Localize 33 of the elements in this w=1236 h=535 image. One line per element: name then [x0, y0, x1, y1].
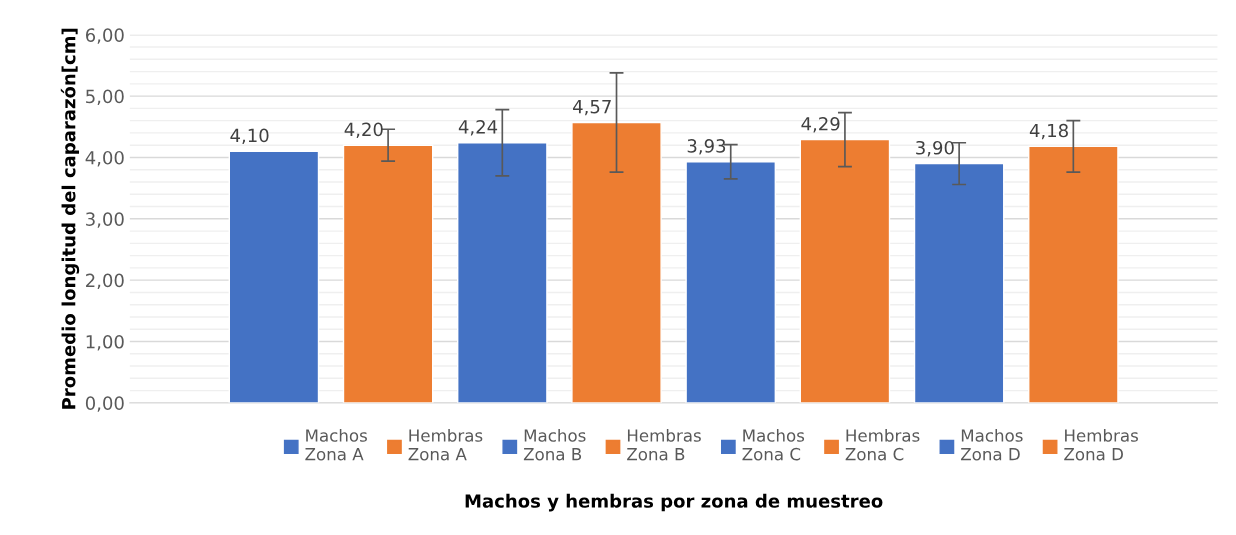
data-label: 4,18 [1029, 123, 1068, 140]
x-axis-title: Machos y hembras por zona de muestreo [465, 493, 883, 512]
data-label: 4,20 [344, 122, 383, 138]
legend-label: Machos Zona A [305, 428, 367, 461]
y-tick-label: 4,00 [85, 150, 124, 167]
legend-label: Hembras Zona B [627, 428, 701, 461]
bar [685, 161, 777, 403]
legend-label: Machos Zona B [523, 428, 586, 461]
y-tick-label: 1,00 [86, 334, 124, 351]
bar [342, 144, 434, 403]
y-tick-label: 6,00 [85, 28, 124, 44]
data-label: 4,29 [801, 116, 840, 133]
bar [228, 150, 320, 403]
data-label: 4,24 [458, 120, 498, 136]
data-label: 4,57 [573, 100, 611, 116]
y-tick-label: 3,00 [86, 212, 124, 228]
bar [799, 138, 891, 403]
data-label: 3,93 [687, 139, 726, 155]
legend-label: Hembras Zona A [408, 428, 483, 461]
bar [571, 121, 662, 403]
bar [913, 162, 1005, 403]
legend-label: Machos Zona D [960, 428, 1023, 461]
y-tick-label: 0,00 [85, 396, 124, 412]
y-tick-label: 2,00 [86, 273, 124, 290]
legend-label: Hembras Zona C [845, 428, 920, 461]
bar [457, 142, 548, 403]
y-tick-label: 5,00 [86, 89, 124, 106]
legend-label: Machos Zona C [742, 428, 805, 461]
y-axis-title: Promedio longitud del caparazón[cm] [60, 28, 80, 409]
legend-label: Hembras Zona D [1064, 428, 1138, 461]
data-label: 4,10 [230, 128, 269, 145]
data-label: 3,90 [916, 140, 954, 157]
bar [1028, 145, 1119, 403]
